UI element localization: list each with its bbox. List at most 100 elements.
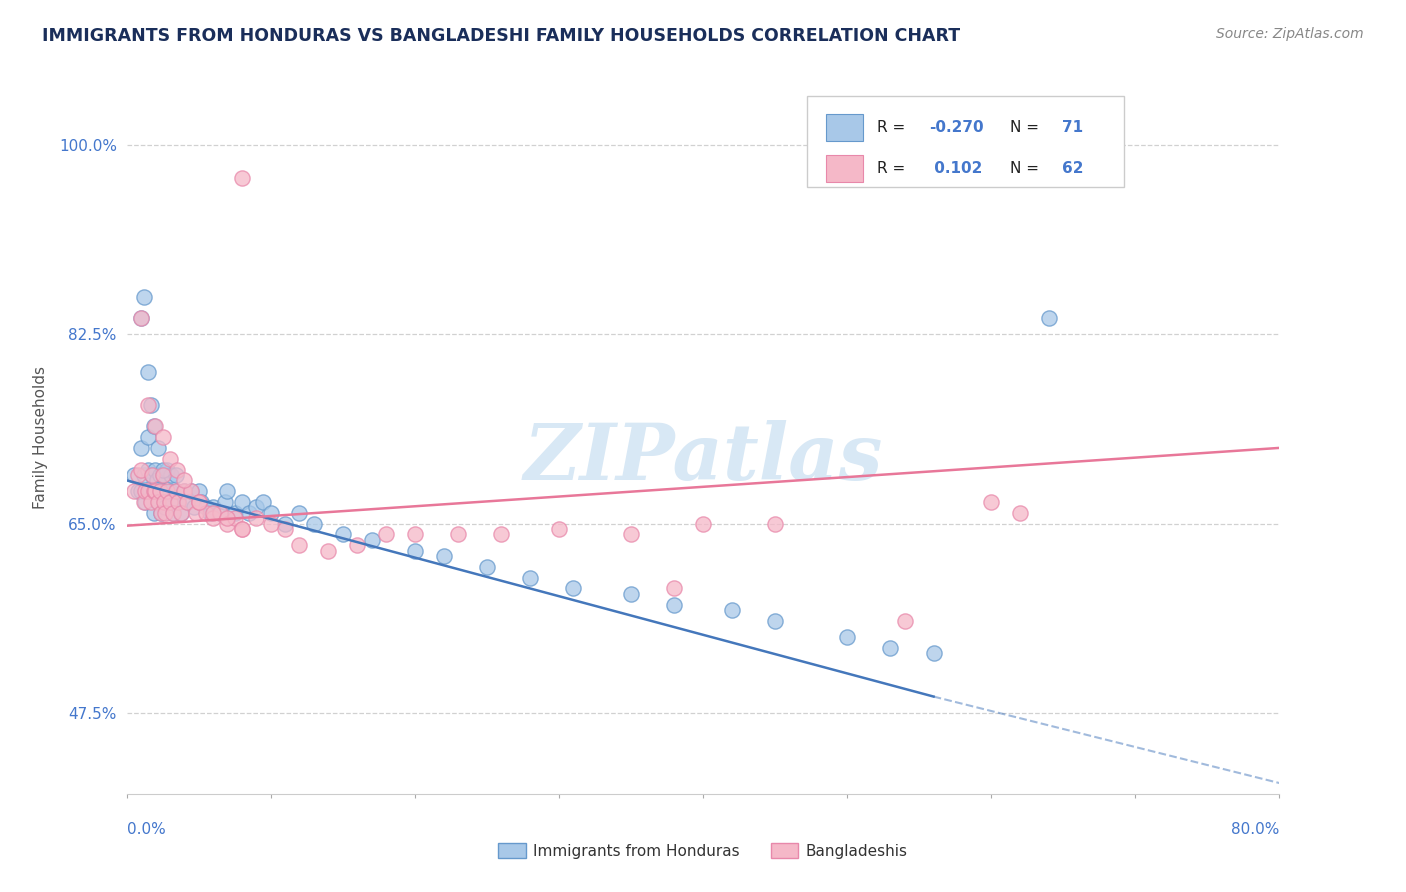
Point (138, 484, 160, 499)
Point (184, 506, 207, 520)
Text: IMMIGRANTS FROM HONDURAS VS BANGLADESHI FAMILY HOUSEHOLDS CORRELATION CHART: IMMIGRANTS FROM HONDURAS VS BANGLADESHI … (42, 27, 960, 45)
Point (129, 441, 152, 455)
Point (132, 467, 155, 482)
Point (162, 506, 184, 520)
Point (145, 419, 166, 434)
Point (231, 522, 253, 536)
Point (1067, 144, 1090, 158)
Point (217, 484, 239, 499)
Point (129, 311, 152, 326)
Point (162, 506, 184, 520)
Point (404, 527, 426, 541)
Point (152, 462, 174, 476)
Text: Source: ZipAtlas.com: Source: ZipAtlas.com (1216, 27, 1364, 41)
Text: ZIPatlas: ZIPatlas (523, 420, 883, 497)
Point (720, 603, 742, 617)
Point (173, 484, 195, 499)
Point (139, 495, 162, 509)
Point (149, 484, 172, 499)
Point (129, 311, 152, 326)
Point (231, 495, 253, 509)
Point (194, 500, 217, 515)
Point (664, 582, 686, 596)
Point (170, 506, 193, 520)
Point (160, 467, 183, 482)
Point (238, 506, 260, 520)
Point (835, 630, 858, 644)
Point (145, 484, 166, 499)
Point (167, 495, 190, 509)
Point (153, 495, 176, 509)
Point (1008, 506, 1031, 520)
Point (145, 484, 166, 499)
Point (224, 506, 246, 520)
Point (148, 495, 170, 509)
Point (183, 500, 205, 515)
Point (176, 495, 198, 509)
Text: N =: N = (1010, 120, 1043, 135)
Point (155, 506, 177, 520)
Legend: Immigrants from Honduras, Bangladeshis: Immigrants from Honduras, Bangladeshis (492, 837, 914, 864)
Point (165, 484, 187, 499)
Y-axis label: Family Households: Family Households (32, 366, 48, 508)
Point (620, 527, 643, 541)
Point (122, 467, 145, 482)
Point (159, 495, 181, 509)
Point (879, 640, 901, 655)
Point (194, 506, 217, 520)
Text: 0.102: 0.102 (929, 161, 983, 176)
Point (150, 506, 173, 520)
Point (245, 511, 267, 525)
Point (318, 543, 340, 558)
Text: 0.0%: 0.0% (127, 822, 166, 837)
Point (136, 398, 159, 412)
Point (152, 467, 174, 482)
Point (153, 484, 176, 499)
Point (217, 516, 239, 531)
Point (980, 495, 1002, 509)
Text: R =: R = (877, 120, 910, 135)
Point (129, 462, 152, 476)
Point (141, 467, 163, 482)
Text: 62: 62 (1062, 161, 1083, 176)
Text: N =: N = (1010, 161, 1043, 176)
Point (489, 527, 512, 541)
Point (664, 598, 686, 612)
Point (134, 484, 156, 499)
Point (165, 467, 187, 482)
Point (224, 511, 246, 525)
Point (176, 495, 198, 509)
Point (136, 365, 159, 379)
Point (894, 614, 917, 628)
Point (159, 451, 181, 466)
Point (141, 467, 163, 482)
Point (150, 506, 173, 520)
Point (187, 495, 209, 509)
Point (360, 533, 382, 547)
Point (245, 500, 267, 515)
Point (519, 571, 541, 585)
Point (198, 506, 221, 520)
Point (127, 467, 149, 482)
Point (152, 467, 174, 482)
Point (214, 495, 236, 509)
Point (231, 522, 253, 536)
Point (152, 430, 174, 444)
Point (433, 549, 456, 563)
Point (156, 462, 179, 476)
Point (190, 495, 212, 509)
Point (202, 506, 225, 520)
Point (1038, 311, 1060, 326)
Point (288, 538, 311, 552)
Point (148, 495, 170, 509)
Point (763, 614, 786, 628)
Point (139, 398, 162, 412)
Point (209, 506, 232, 520)
Point (180, 484, 202, 499)
Point (142, 419, 165, 434)
Text: 71: 71 (1062, 120, 1083, 135)
Point (259, 506, 281, 520)
Point (346, 538, 368, 552)
Point (209, 506, 232, 520)
Bar (827, 155, 863, 182)
